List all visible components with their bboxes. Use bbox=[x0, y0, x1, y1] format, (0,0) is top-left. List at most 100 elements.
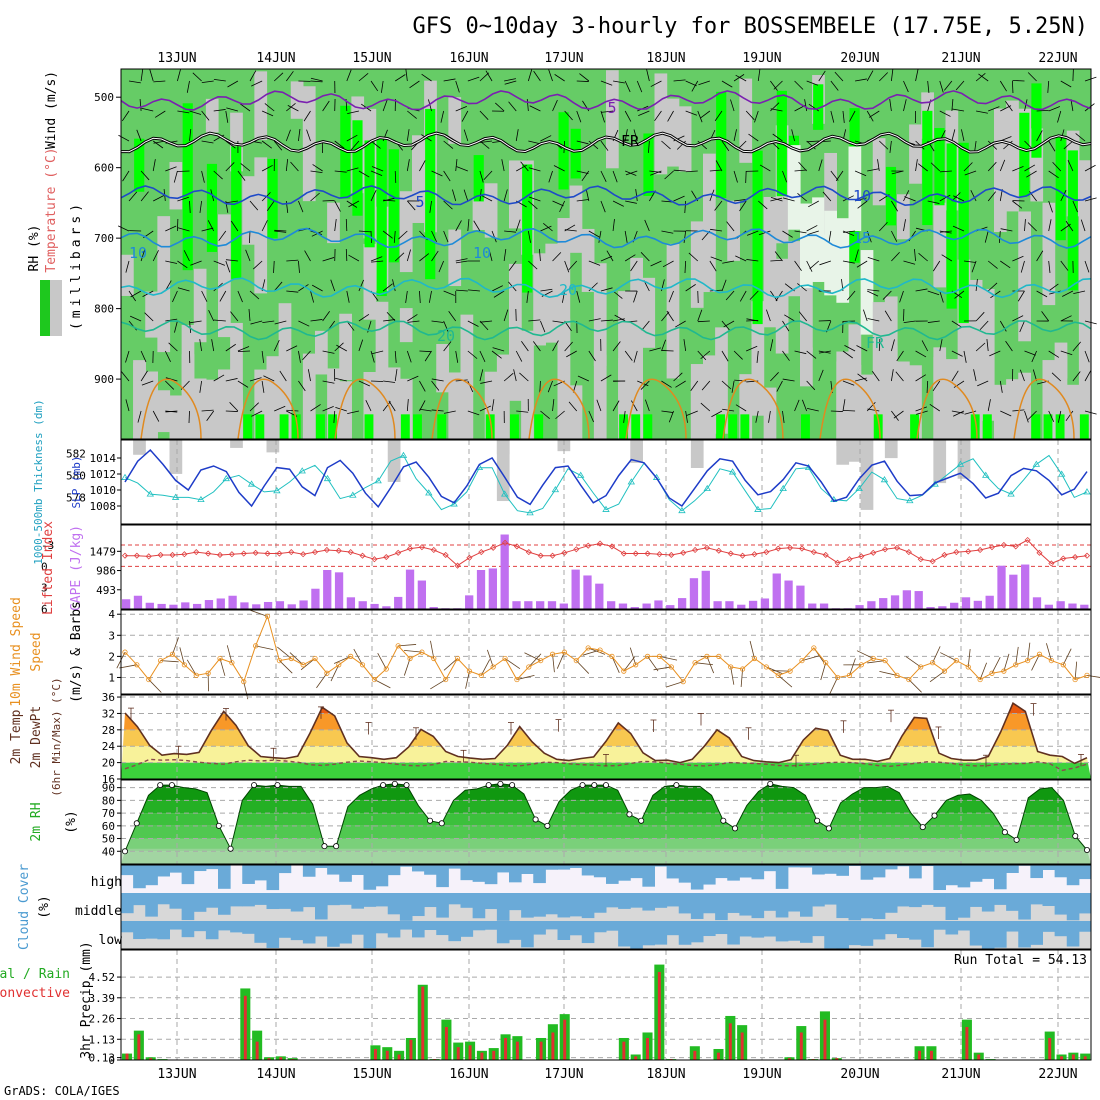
lifted-index-marker bbox=[988, 544, 996, 551]
wind-barb-shaft bbox=[189, 320, 192, 333]
isotherm-orange bbox=[431, 378, 493, 440]
wind-barb-shaft bbox=[249, 377, 262, 382]
contour-label: 10 bbox=[473, 244, 491, 262]
cloud-mid-cell bbox=[884, 893, 898, 913]
wind-speed-marker bbox=[300, 662, 306, 668]
wind-barb-shaft bbox=[1012, 315, 1024, 322]
wind-barb-shaft bbox=[504, 230, 517, 233]
wind-barb-shaft bbox=[612, 400, 620, 412]
y-label-cloud-cover: Cloud Cover bbox=[17, 864, 32, 950]
wind-barb-shaft bbox=[856, 260, 868, 268]
wind-barb-shaft bbox=[808, 200, 819, 208]
wind-barb-shaft bbox=[552, 99, 558, 112]
rh-dry-cell bbox=[630, 257, 643, 390]
precip-convective-bar bbox=[657, 971, 661, 1060]
y-label-convective: Convective bbox=[0, 986, 70, 1001]
wind-barb-shaft bbox=[140, 170, 150, 181]
wind-barb-shaft bbox=[452, 189, 457, 202]
wind-barb-shaft bbox=[312, 164, 323, 172]
wind-barb-shaft bbox=[503, 189, 508, 202]
wind-barb-shaft bbox=[830, 410, 843, 412]
wind-barb-shaft bbox=[650, 260, 662, 267]
wind-barb-shaft bbox=[633, 290, 638, 303]
cloud-mid-cell bbox=[1018, 893, 1031, 920]
wind-barb-shaft bbox=[310, 404, 321, 412]
isotherm-orange bbox=[722, 378, 784, 440]
wind-barb-shaft bbox=[248, 309, 251, 322]
cape-bar bbox=[713, 601, 722, 609]
cloud-mid-cell bbox=[133, 893, 146, 906]
slp-line bbox=[124, 448, 1088, 509]
cloud-low-cell bbox=[278, 921, 292, 938]
wind-barb-shaft bbox=[1041, 311, 1050, 322]
wind-barb-shaft bbox=[690, 380, 699, 391]
wind-barb-shaft bbox=[227, 80, 239, 88]
cape-bar bbox=[181, 602, 190, 609]
wind-barb-shaft bbox=[406, 129, 410, 142]
wind-barb-shaft bbox=[588, 350, 596, 362]
wind-speed-marker bbox=[739, 666, 746, 672]
rh-dry-cell bbox=[909, 124, 922, 184]
wind-barb-shaft bbox=[987, 260, 998, 269]
rh-dry-cell bbox=[945, 359, 959, 439]
cape-bar bbox=[666, 605, 675, 609]
wind-barb-shaft bbox=[225, 200, 238, 204]
wind-barb-shaft bbox=[298, 380, 306, 392]
cape-bar bbox=[748, 600, 758, 609]
lifted-index-marker bbox=[798, 545, 806, 552]
lifted-index-marker bbox=[893, 544, 901, 551]
cloud-high-cell bbox=[448, 865, 461, 869]
wind-barb-shaft bbox=[406, 249, 411, 262]
wind-barb-shaft bbox=[1012, 79, 1025, 82]
thickness-marker bbox=[779, 484, 787, 492]
cloud-high-cell bbox=[909, 865, 922, 879]
rh-dry-cell bbox=[399, 308, 413, 343]
rh-dry-cell bbox=[448, 97, 462, 144]
wind-barb-shaft bbox=[504, 80, 517, 85]
wind-barb-shaft bbox=[830, 80, 839, 91]
wind-barb-shaft bbox=[213, 78, 226, 82]
wind-barb-shaft bbox=[240, 163, 251, 172]
rh-dry-cell bbox=[302, 353, 316, 439]
wind-barb bbox=[582, 649, 601, 656]
cloud-low-cell bbox=[484, 921, 498, 930]
wind-barb bbox=[179, 647, 185, 665]
wind-barb bbox=[801, 655, 820, 661]
wind-barb-shaft bbox=[722, 260, 735, 264]
wind-barb-shaft bbox=[915, 350, 927, 358]
wind-barb-shaft bbox=[600, 200, 606, 213]
wind-barb-shaft bbox=[867, 290, 879, 297]
wind-barb bbox=[250, 609, 268, 617]
wind-barb-shaft bbox=[1073, 290, 1086, 294]
cloud-low-cell bbox=[1078, 921, 1092, 932]
wind-barb-shaft bbox=[612, 80, 625, 84]
wind-barb-shaft bbox=[1072, 341, 1081, 352]
wind-barb-shaft bbox=[1052, 161, 1062, 172]
cloud-high-cell bbox=[1042, 865, 1056, 870]
cloud-high-cell bbox=[860, 865, 874, 880]
cape-bar bbox=[500, 534, 509, 609]
cloud-low-cell bbox=[448, 921, 461, 942]
cloud-low-cell bbox=[169, 921, 183, 930]
thickness-marker bbox=[880, 476, 889, 483]
wind-barb-shaft bbox=[201, 170, 205, 183]
wind-barb-shaft bbox=[576, 140, 589, 145]
wind-barb-shaft bbox=[125, 260, 130, 273]
lifted-index-marker bbox=[596, 540, 604, 547]
wind-barb-shaft bbox=[358, 380, 370, 387]
wind-barb-shaft bbox=[479, 369, 484, 382]
wind-barb-shaft bbox=[699, 110, 711, 119]
rh-moist-cell bbox=[400, 414, 410, 439]
wind-barb-shaft bbox=[866, 70, 874, 82]
wind-barb-shaft bbox=[857, 373, 868, 382]
wind-barb-shaft bbox=[939, 80, 944, 93]
cloud-label-high: high bbox=[91, 875, 122, 890]
lifted-index-marker bbox=[371, 556, 378, 563]
wind-barb-shaft bbox=[746, 345, 758, 352]
wind-barb-shaft bbox=[806, 408, 819, 412]
cloud-mid-cell bbox=[812, 893, 825, 907]
wind-barb bbox=[740, 668, 743, 688]
wind-barb-shaft bbox=[970, 190, 977, 202]
cape-bar bbox=[737, 604, 746, 609]
wind-barb-shaft bbox=[225, 140, 236, 149]
